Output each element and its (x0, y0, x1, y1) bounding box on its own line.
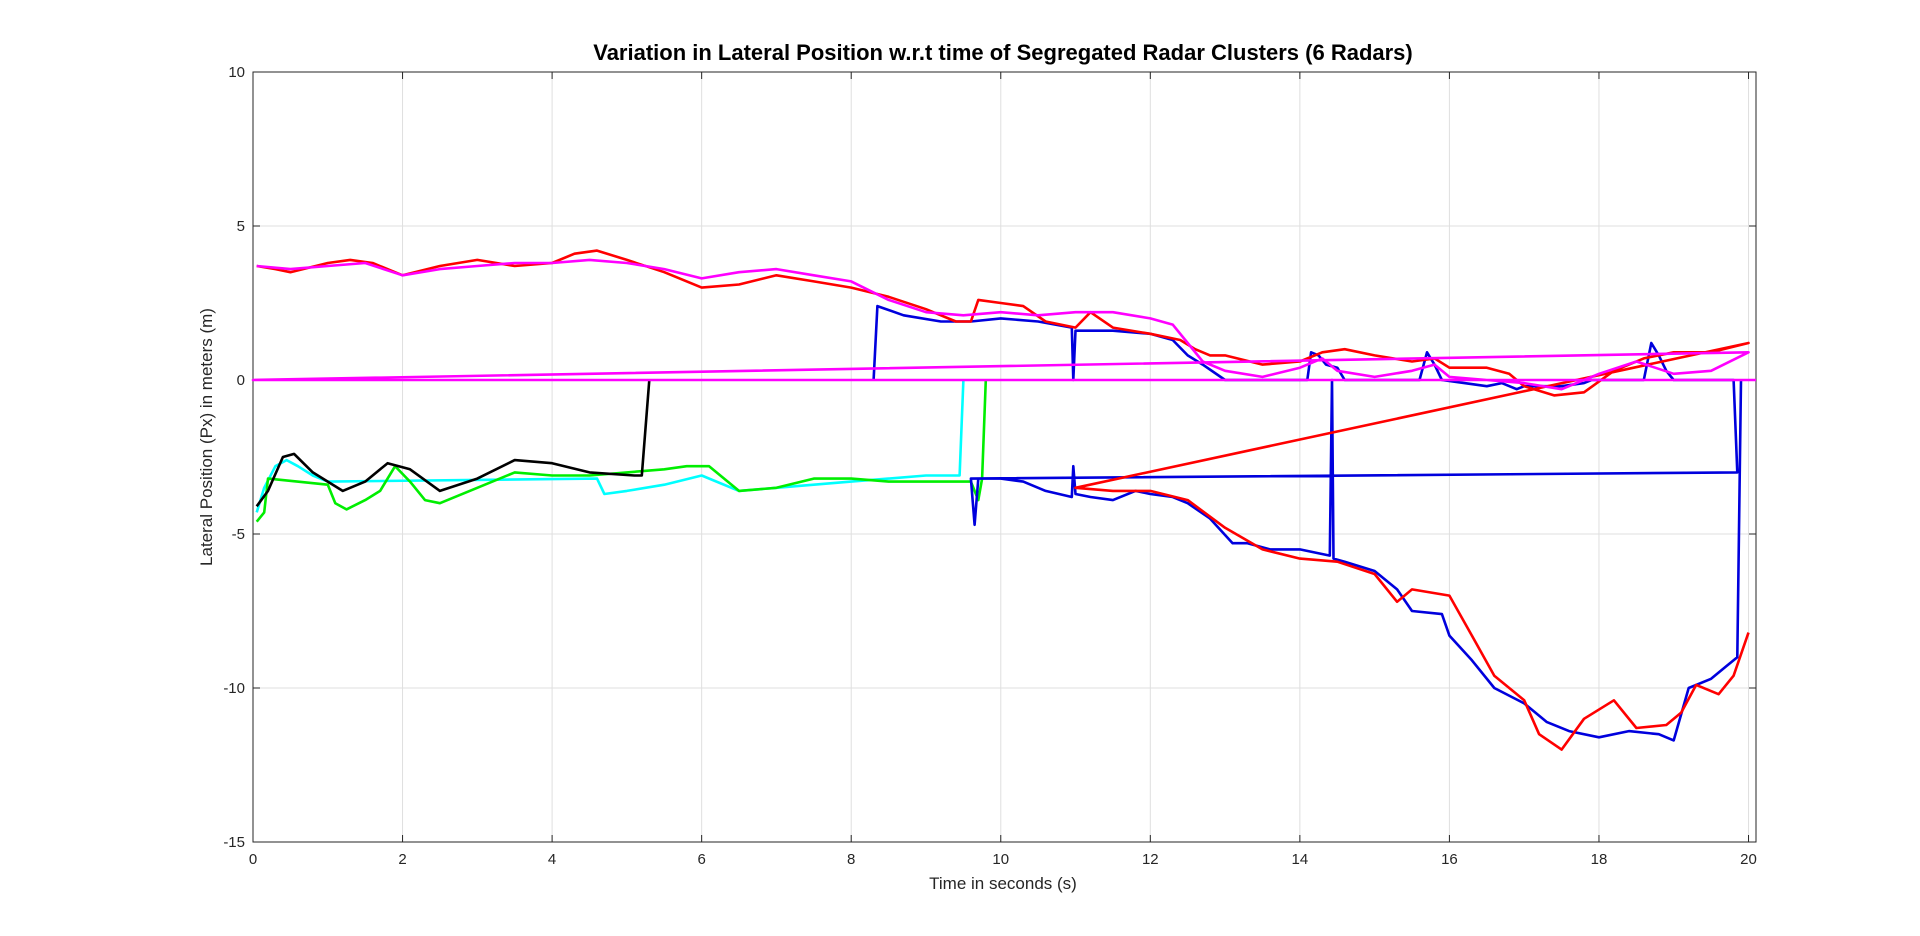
y-tick-label: -10 (223, 680, 245, 697)
chart-title: Variation in Lateral Position w.r.t time… (593, 40, 1413, 65)
x-tick-label: 6 (697, 851, 705, 868)
x-tick-label: 20 (1740, 851, 1757, 868)
y-tick-label: -5 (232, 526, 245, 543)
y-tick-label: 5 (237, 218, 245, 235)
axis-ticks: 0 2 4 6 8 10 12 14 16 18 20 -15 -10 -5 0 5 10 (223, 64, 1757, 868)
x-tick-label: 14 (1292, 851, 1309, 868)
y-tick-label: -15 (223, 834, 245, 851)
x-tick-label: 16 (1441, 851, 1458, 868)
x-tick-label: 2 (398, 851, 406, 868)
y-tick-label: 10 (228, 64, 245, 81)
axes-box (252, 71, 1757, 843)
series-line-1 (255, 379, 965, 513)
x-axis-label: Time in seconds (s) (929, 874, 1077, 893)
x-tick-label: 0 (249, 851, 257, 868)
y-axis-label: Lateral Position (Px) in meters (m) (197, 308, 216, 566)
series-line-3 (255, 379, 651, 508)
series-line-6 (251, 258, 1756, 391)
series-line-5 (256, 249, 1750, 751)
series-line-2 (255, 379, 988, 523)
y-tick-label: 0 (237, 372, 245, 389)
x-tick-label: 4 (548, 851, 556, 868)
series-line-4 (872, 304, 1743, 742)
x-tick-label: 18 (1591, 851, 1608, 868)
x-tick-label: 10 (992, 851, 1009, 868)
grid-lines (252, 71, 1756, 843)
x-tick-label: 8 (847, 851, 855, 868)
x-tick-label: 12 (1142, 851, 1159, 868)
series-lines (251, 249, 1756, 751)
